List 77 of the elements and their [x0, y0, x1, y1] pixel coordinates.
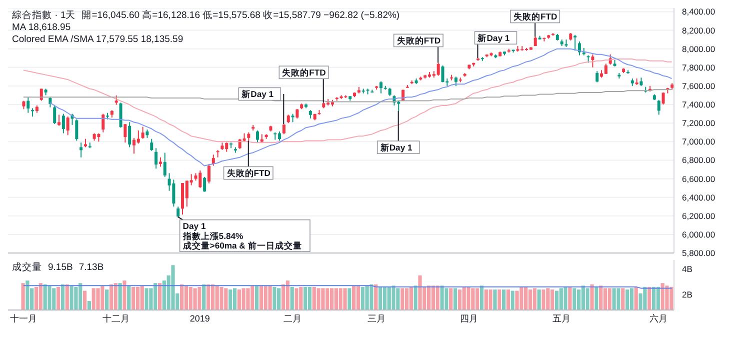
candlestick — [154, 148, 158, 170]
y-tick-label: 4B — [682, 264, 693, 274]
candlestick — [128, 122, 132, 148]
x-tick-label: 二月 — [283, 313, 302, 324]
candlestick — [58, 114, 61, 126]
y-tick-label: 7,200.00 — [682, 118, 716, 128]
annotation: 新Day 1 — [476, 32, 510, 43]
chart-title: 成交量 — [12, 262, 42, 273]
x-tick-label: 十一月 — [10, 313, 37, 324]
candlestick — [454, 76, 458, 86]
annotation: 失敗的FTD — [396, 36, 441, 46]
annotation: 失敗的FTD — [226, 168, 270, 178]
annotation: 開=16,045.60 高=16,128.16 低=15,575.68 收=15,587.79 −962.82 (−5.82%) — [82, 10, 400, 21]
x-tick-label: 十二月 — [102, 313, 130, 324]
candlestick — [26, 96, 30, 114]
x-tick-label: 四月 — [460, 313, 478, 324]
candlestick — [212, 154, 215, 166]
chart-title: 綜合指數 · 1天 — [12, 10, 76, 21]
y-tick-label: 8,400.00 — [682, 6, 716, 17]
candlestick — [296, 108, 299, 119]
candlestick — [574, 34, 577, 52]
y-tick-label: 8,000.00 — [682, 44, 716, 54]
candlestick — [158, 156, 162, 168]
candlestick — [441, 65, 444, 83]
candlestick — [379, 80, 382, 94]
candlestick — [31, 108, 34, 118]
annotation: 7.13B — [78, 262, 104, 273]
candlestick — [40, 88, 43, 102]
annotation: MA 18,618.95 — [12, 22, 71, 33]
candlestick — [80, 142, 83, 158]
candlestick — [163, 152, 166, 178]
candlestick — [203, 176, 206, 192]
x-tick-label: 2019 — [190, 313, 210, 324]
y-tick-label: 6,400.00 — [682, 192, 716, 202]
x-tick-label: 六月 — [650, 313, 668, 324]
y-tick-label: 5,800.00 — [682, 248, 716, 258]
candlestick — [662, 92, 665, 106]
candlestick — [124, 124, 127, 144]
candlestick — [53, 104, 56, 125]
y-tick-label: 7,400.00 — [682, 100, 716, 110]
y-tick-label: 7,600.00 — [682, 80, 716, 91]
annotation: 失敗的FTD — [282, 67, 326, 78]
candlestick — [657, 99, 660, 116]
candlestick — [114, 94, 118, 106]
y-tick-label: 7,800.00 — [682, 62, 716, 72]
annotation: 新Day 1 — [240, 89, 274, 100]
candlestick — [604, 63, 608, 74]
y-tick-label: 6,000.00 — [682, 229, 716, 240]
candlestick — [176, 206, 180, 218]
x-tick-label: 三月 — [367, 313, 386, 324]
annotation: 失敗的FTD — [513, 12, 558, 22]
y-tick-label: 7,000.00 — [682, 136, 716, 147]
annotation: 9.15B — [48, 262, 73, 273]
candlestick — [66, 116, 70, 136]
candlestick — [62, 113, 65, 134]
x-tick-label: 五月 — [552, 313, 571, 324]
candlestick — [48, 96, 52, 108]
y-tick-label: 8,200.00 — [682, 25, 716, 36]
candlestick — [596, 70, 599, 83]
candlestick — [207, 163, 210, 184]
candlestick — [172, 179, 176, 208]
candlestick — [141, 126, 144, 140]
annotation: Day 1 指數上漲5.84% 成交量>60ma & 前一日成交量 — [182, 221, 302, 250]
candlestick — [150, 138, 154, 152]
candlestick — [366, 88, 370, 95]
candlestick — [256, 130, 259, 144]
annotation: Colored EMA /SMA 17,579.55 18,135.59 — [12, 34, 184, 45]
y-tick-label: 6,800.00 — [682, 155, 716, 166]
candlestick — [75, 118, 78, 142]
y-tick-label: 2B — [682, 290, 693, 300]
candlestick — [102, 113, 105, 133]
candlestick — [119, 102, 122, 128]
candlestick — [591, 54, 594, 68]
y-tick-label: 6,200.00 — [682, 210, 716, 221]
annotation: 新Day 1 — [379, 142, 412, 152]
candlestick — [136, 130, 140, 144]
y-tick-label: 6,600.00 — [682, 174, 716, 184]
